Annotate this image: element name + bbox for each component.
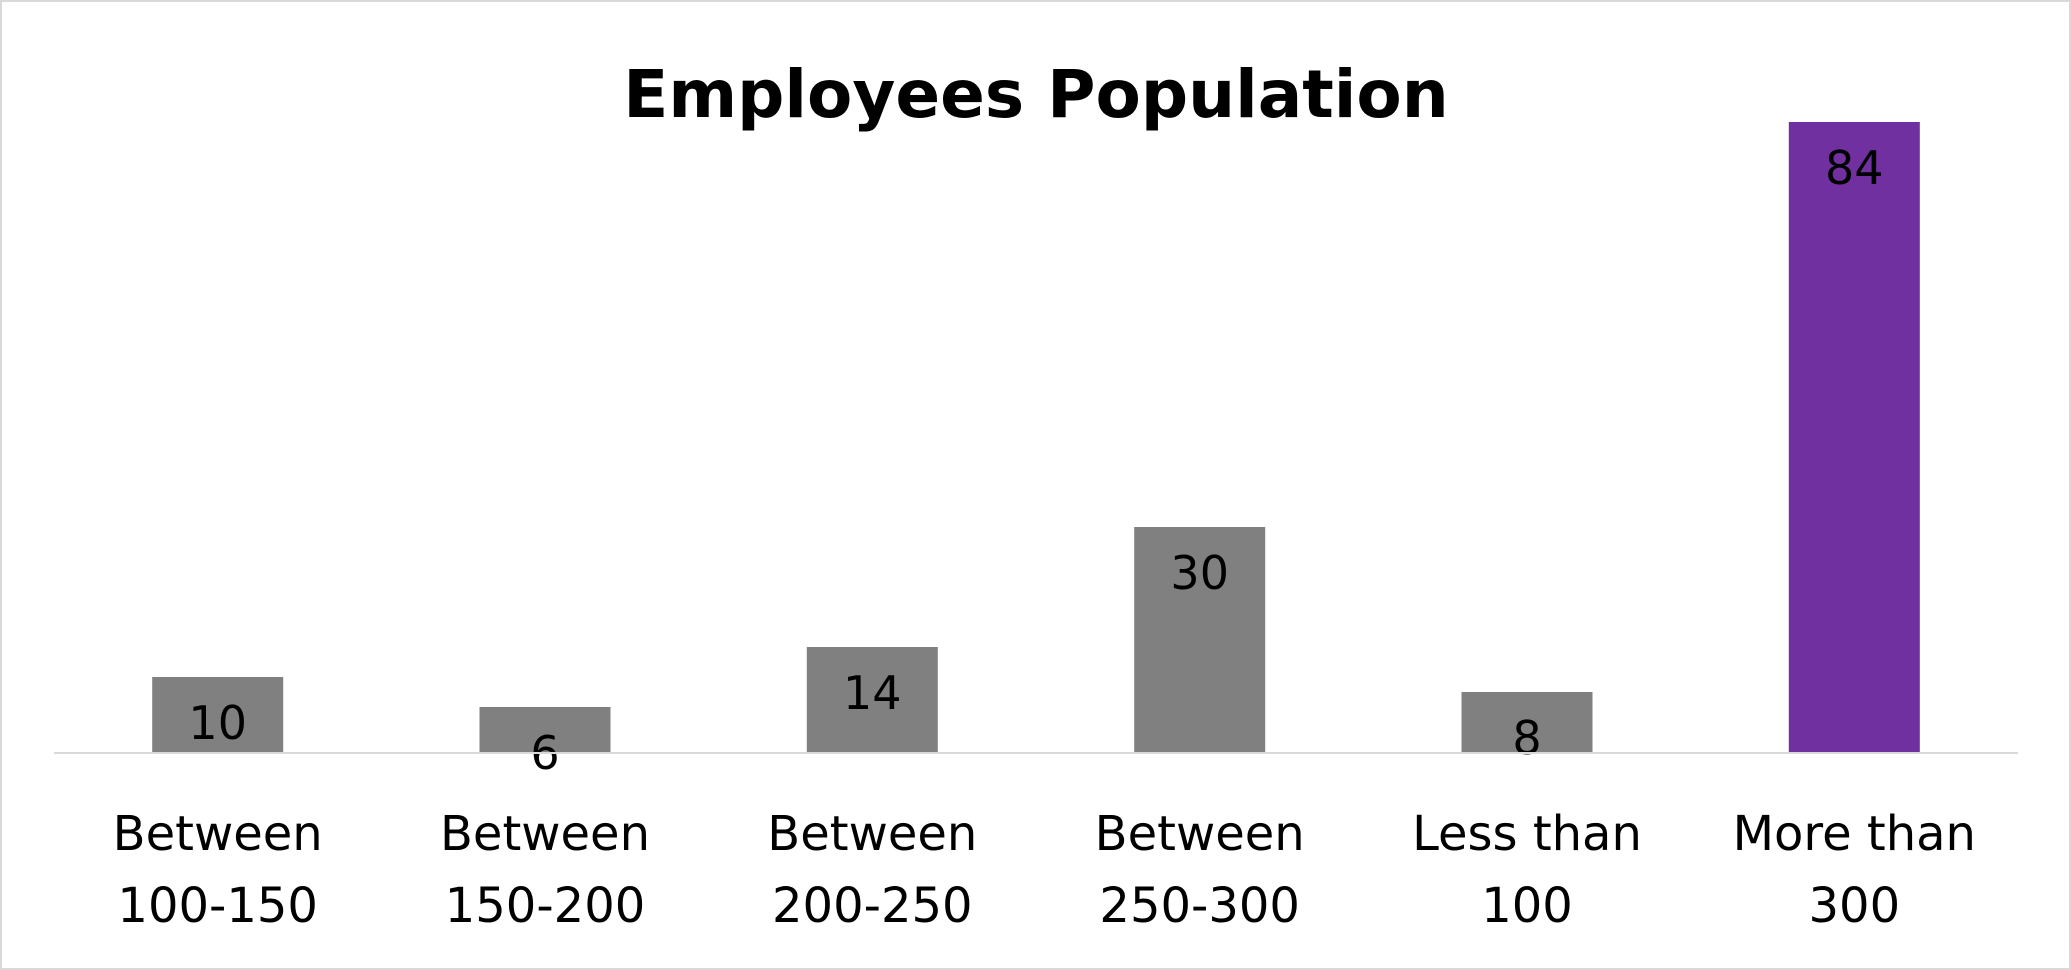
data-label-0: 10 — [188, 696, 247, 750]
bar-4 — [1461, 692, 1593, 752]
category-label-4: Less than 100 — [1412, 806, 1642, 934]
bar-0 — [152, 677, 284, 752]
bar-5 — [1788, 122, 1920, 752]
data-label-3: 30 — [1170, 546, 1229, 600]
data-label-4: 8 — [1512, 711, 1541, 765]
category-label-2: Between 200-250 — [767, 806, 977, 934]
category-label-3: Between 250-300 — [1095, 806, 1305, 934]
chart-title: Employees Population — [623, 56, 1448, 133]
category-label-0: Between 100-150 — [113, 806, 323, 934]
category-label-1: Between 150-200 — [440, 806, 650, 934]
bars — [152, 122, 1920, 752]
data-label-2: 14 — [843, 666, 902, 720]
bar-3 — [1134, 527, 1266, 752]
category-label-5: More than 300 — [1733, 806, 1976, 934]
data-label-5: 84 — [1825, 141, 1884, 195]
bar-1 — [479, 707, 611, 752]
category-labels: Between 100-150 Between 150-200 Between 200-2… — [113, 806, 1976, 934]
bar-2 — [806, 647, 938, 752]
